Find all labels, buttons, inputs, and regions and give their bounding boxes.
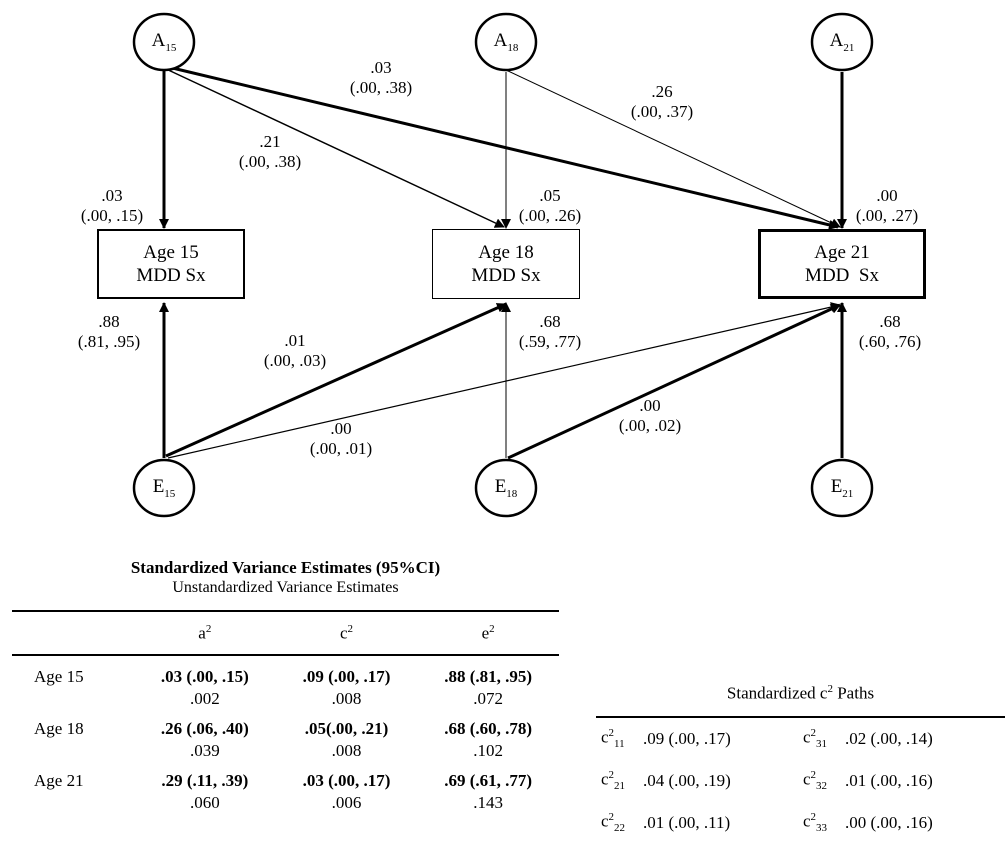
- box-age21-mdd: Age 21 MDD Sx: [758, 229, 926, 299]
- table-row: Age 21 .29 (.11, .39) .060 .03 (.00, .17)…: [12, 762, 559, 814]
- node-a18: A18: [493, 30, 519, 54]
- label-e15-age15: .88 (.81, .95): [77, 312, 141, 351]
- c2-path-value: .02 (.00, .14): [845, 729, 933, 748]
- header-a2: a2: [134, 610, 276, 656]
- label-a15-age21: .03 (.00, .38): [349, 58, 413, 97]
- path-a18-age21: [505, 69, 841, 228]
- cell-c2: .05(.00, .21) .008: [304, 719, 389, 760]
- cell-c2: .09 (.00, .17) .008: [302, 667, 391, 708]
- node-e18-circle: [474, 458, 538, 518]
- cell-a2: .03 (.00, .15) .002: [160, 667, 249, 708]
- label-a21-age21: .00 (.00, .27): [855, 186, 919, 225]
- label-a15-age18: .21 (.00, .38): [238, 132, 302, 171]
- node-e21-circle: [810, 458, 874, 518]
- cell-c2: .03 (.00, .17) .006: [302, 771, 391, 812]
- row-label: Age 18: [34, 719, 84, 738]
- cell-a2: .29 (.11, .39) .060: [161, 771, 249, 812]
- label-e15-age21: .00 (.00, .01): [309, 419, 373, 458]
- c2-path-value: .01 (.00, .16): [845, 771, 933, 790]
- table-row: c222 .01 (.00, .11) c233 .00 (.00, .16): [596, 802, 1005, 844]
- node-a15: A15: [151, 30, 177, 54]
- box-age18-mdd: Age 18 MDD Sx: [432, 229, 580, 299]
- c2-path-name: c232: [803, 769, 828, 793]
- c2-path-value: .00 (.00, .16): [845, 813, 933, 832]
- node-a21: A21: [829, 30, 855, 54]
- path-diagram: [132, 12, 874, 518]
- path-a15-age18: [163, 67, 505, 228]
- c2-table-title: Standardized c2 Paths: [726, 683, 875, 703]
- path-e15-age21: [167, 302, 841, 459]
- node-a18-circle: [474, 12, 538, 72]
- label-e15-age18: .01 (.00, .03): [263, 331, 327, 370]
- cell-e2: .68 (.60, .78) .102: [444, 719, 533, 760]
- cell-e2: .88 (.81, .95) .072: [444, 667, 533, 708]
- variance-table-subtitle: Unstandardized Variance Estimates: [172, 579, 399, 596]
- variance-table-title: Standardized Variance Estimates (95%CI): [130, 558, 441, 577]
- c2-path-name: c211: [601, 727, 625, 751]
- path-e18-age21: [507, 303, 841, 460]
- c2-path-name: c233: [803, 811, 828, 835]
- node-a15-circle: [132, 12, 196, 72]
- label-a15-age15: .03 (.00, .15): [80, 186, 144, 225]
- row-label: Age 21: [34, 771, 84, 790]
- cell-a2: .26 (.06, .40) .039: [160, 719, 249, 760]
- node-e18: E18: [494, 476, 518, 500]
- cell-e2: .69 (.61, .77) .143: [444, 771, 533, 812]
- box-age15-mdd: Age 15 MDD Sx: [97, 229, 245, 299]
- node-e15: E15: [152, 476, 176, 500]
- label-a18-age21: .26 (.00, .37): [630, 82, 694, 121]
- label-e21-age21: .68 (.60, .76): [858, 312, 922, 351]
- path-e15-age18: [165, 302, 507, 458]
- table-row: Age 18 .26 (.06, .40) .039 .05(.00, .21).…: [12, 710, 559, 762]
- table-row: c221 .04 (.00, .19) c232 .01 (.00, .16): [596, 760, 1005, 802]
- node-a21-circle: [810, 12, 874, 72]
- c2-path-name: c222: [601, 811, 626, 835]
- header-blank: [12, 610, 134, 656]
- header-e2: e2: [417, 610, 559, 656]
- c2-path-value: .09 (.00, .17): [643, 729, 731, 748]
- variance-table-header: a2 c2 e2: [12, 610, 559, 656]
- table-row: c211 .09 (.00, .17) c231 .02 (.00, .14): [596, 717, 1005, 760]
- variance-table: a2 c2 e2 Age 15 .03 (.00, .15) .002 .09 (…: [12, 610, 559, 814]
- c2-path-name: c221: [601, 769, 626, 793]
- label-a18-age18: .05 (.00, .26): [518, 186, 582, 225]
- row-label: Age 15: [34, 667, 84, 686]
- c2-paths-table: c211 .09 (.00, .17) c231 .02 (.00, .14) …: [596, 716, 1005, 844]
- c2-path-value: .01 (.00, .11): [643, 813, 731, 832]
- label-e18-age18: .68 (.59, .77): [518, 312, 582, 351]
- path-a15-age21: [163, 64, 839, 230]
- node-e21: E21: [830, 476, 854, 500]
- c2-path-value: .04 (.00, .19): [643, 771, 731, 790]
- header-c2: c2: [275, 610, 418, 656]
- label-e18-age21: .00 (.00, .02): [618, 396, 682, 435]
- table-row: Age 15 .03 (.00, .15) .002 .09 (.00, .17)…: [12, 655, 559, 710]
- c2-path-name: c231: [803, 727, 828, 751]
- node-e15-circle: [132, 458, 196, 518]
